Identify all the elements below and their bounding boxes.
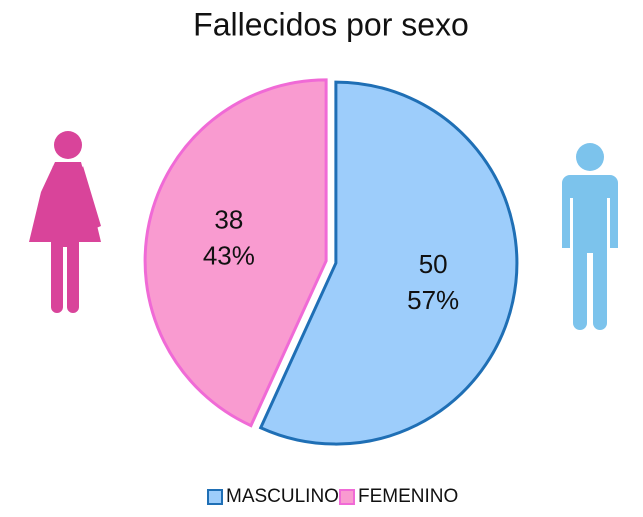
legend-swatch (339, 489, 355, 505)
chart-title: Fallecidos por sexo (193, 6, 469, 42)
legend-swatch (207, 489, 223, 505)
legend-label: MASCULINO (226, 486, 339, 507)
percent-label: 57% (407, 285, 459, 315)
pie-slice (143, 78, 328, 428)
legend-label: FEMENINO (358, 486, 458, 507)
value-label: 38 (214, 205, 243, 235)
male-icon (562, 143, 618, 330)
value-label: 50 (419, 249, 448, 279)
pie-slice (258, 80, 519, 446)
female-icon (29, 131, 101, 313)
percent-label: 43% (203, 241, 255, 271)
